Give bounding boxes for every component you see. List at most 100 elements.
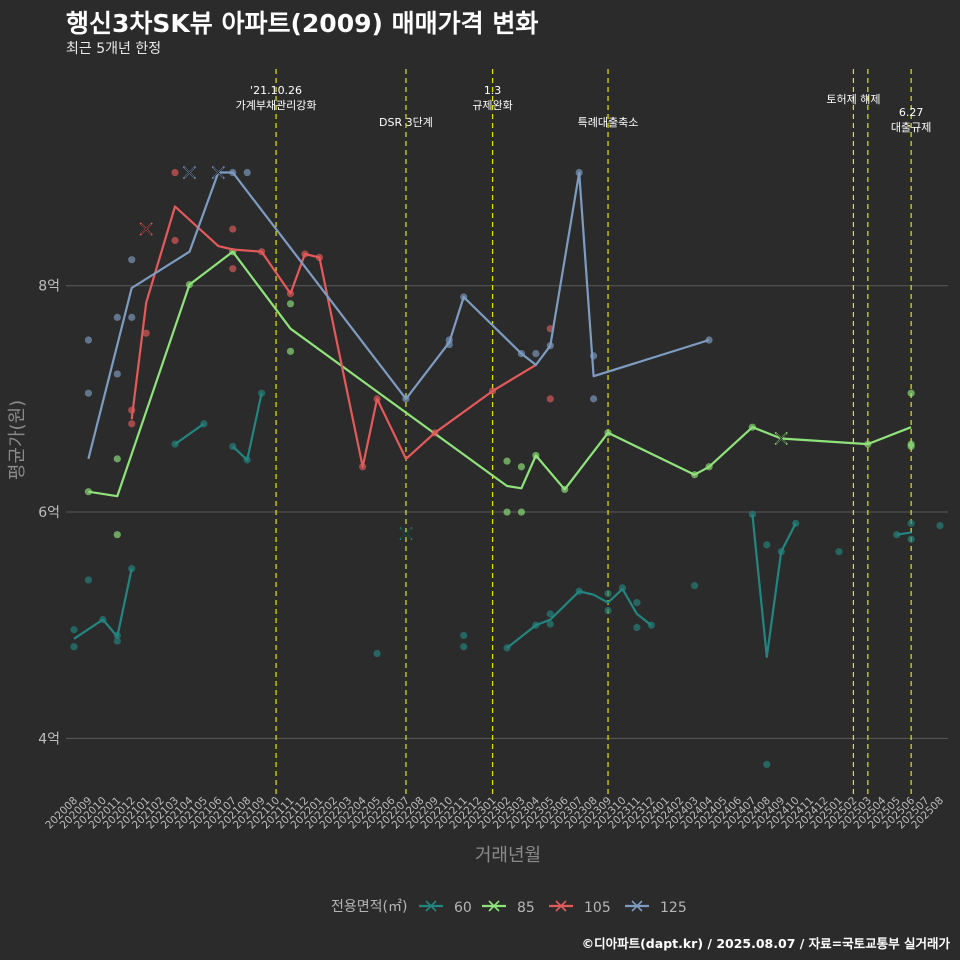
series-line — [174, 422, 205, 446]
data-point — [691, 582, 699, 590]
y-axis-title: 평균가(원) — [7, 400, 28, 480]
series-line — [88, 250, 912, 498]
data-point — [546, 395, 554, 403]
legend-label-85: 85 — [517, 900, 535, 916]
data-point — [301, 250, 309, 258]
data-point — [777, 548, 785, 556]
data-point — [113, 455, 121, 463]
data-point — [99, 615, 107, 624]
cross-marker-inner — [140, 223, 152, 235]
data-point — [893, 531, 901, 539]
page-title: 행신3차SK뷰 아파트(2009) 매매가격 변화 — [66, 9, 539, 38]
data-point — [517, 463, 526, 471]
data-point — [546, 342, 554, 350]
data-point — [445, 340, 453, 349]
legend-label-60: 60 — [454, 900, 472, 916]
data-point — [575, 168, 583, 177]
data-point — [604, 429, 612, 437]
data-point — [171, 236, 179, 245]
event-label: 1.3 — [484, 84, 502, 97]
data-point — [532, 350, 540, 358]
data-point — [460, 643, 468, 651]
legend-title: 전용면적(㎡) — [331, 899, 407, 915]
data-point — [691, 471, 699, 479]
data-point — [84, 488, 93, 496]
data-point — [113, 531, 121, 539]
data-point — [460, 293, 468, 301]
data-point — [128, 565, 136, 573]
data-point — [286, 347, 295, 355]
data-point — [185, 280, 194, 289]
series-layer — [70, 165, 944, 769]
data-point — [763, 541, 771, 549]
data-point — [286, 290, 295, 298]
series-line — [751, 514, 797, 658]
event-label: 6.27 — [899, 106, 924, 119]
data-point — [200, 420, 208, 428]
data-point — [113, 370, 121, 378]
x-axis-title: 거래년월 — [475, 845, 541, 866]
data-point — [748, 423, 756, 431]
cross-marker-inner — [400, 528, 412, 539]
event-label: 대출규제 — [891, 121, 931, 134]
data-point — [373, 649, 381, 658]
data-point — [561, 485, 569, 494]
source-caption: ©디아파트(dapt.kr) / 2025.08.07 / 자료=국토교통부 실… — [581, 936, 950, 951]
series-line — [87, 171, 710, 460]
event-label: '21.10.26 — [250, 84, 302, 97]
data-point — [84, 336, 93, 344]
data-point — [590, 352, 598, 360]
series-60 — [70, 389, 944, 769]
data-point — [258, 248, 266, 256]
data-point — [128, 256, 136, 264]
y-tick-label: 8억 — [38, 279, 60, 295]
data-point — [532, 451, 540, 460]
data-point — [229, 265, 237, 273]
data-point — [113, 637, 121, 645]
data-point — [907, 519, 915, 527]
data-point — [604, 606, 612, 615]
data-point — [907, 389, 915, 397]
series-105 — [128, 168, 554, 471]
legend-swatch-cross — [631, 900, 643, 912]
legend-swatch-cross — [425, 900, 437, 912]
data-point — [243, 168, 251, 177]
data-point — [517, 508, 526, 516]
data-point — [907, 535, 915, 543]
data-point — [431, 429, 439, 437]
data-point — [229, 442, 237, 451]
data-point — [113, 313, 121, 321]
data-point — [70, 643, 78, 651]
page-subtitle: 최근 5개년 한정 — [66, 41, 162, 57]
data-point — [128, 313, 136, 321]
data-point — [503, 644, 511, 652]
data-point — [229, 225, 237, 233]
cross-marker-inner — [184, 167, 195, 178]
data-point — [402, 395, 410, 403]
series-125 — [84, 165, 713, 460]
data-point — [503, 457, 511, 465]
event-label: 가계부채관리강화 — [236, 99, 317, 112]
data-point — [835, 548, 843, 556]
data-point — [763, 760, 771, 769]
data-point — [503, 508, 511, 516]
legend-label-105: 105 — [584, 900, 611, 916]
event-label: 토허제 해제 — [826, 92, 880, 106]
data-point — [792, 519, 800, 527]
y-tick-label: 6억 — [38, 505, 60, 521]
data-point — [575, 587, 583, 595]
legend: 전용면적(㎡) 60 85 105 125 — [331, 899, 687, 916]
data-point — [748, 510, 756, 518]
data-point — [633, 598, 641, 607]
data-point — [633, 623, 641, 632]
series-85 — [84, 248, 915, 539]
data-point — [142, 329, 150, 337]
series-line — [73, 568, 133, 640]
series-line — [506, 587, 652, 649]
cross-marker-inner — [775, 433, 787, 444]
data-point — [907, 442, 915, 451]
data-point — [604, 589, 612, 598]
data-point — [315, 253, 323, 262]
